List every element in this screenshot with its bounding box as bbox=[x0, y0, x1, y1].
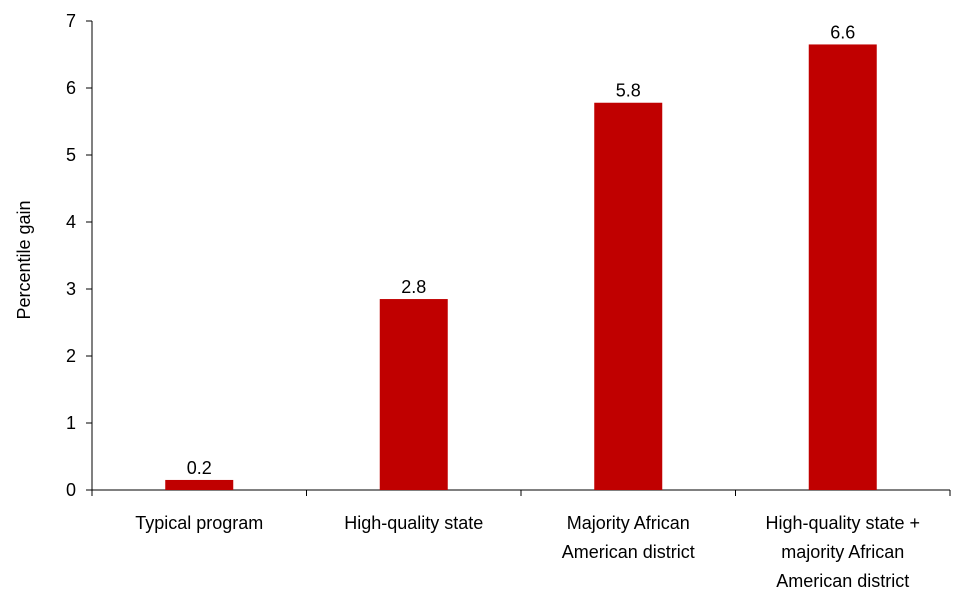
data-label: 5.8 bbox=[616, 81, 641, 101]
data-label: 0.2 bbox=[187, 458, 212, 478]
category-label-line: American district bbox=[776, 571, 909, 591]
x-axis bbox=[91, 489, 951, 496]
category-labels: Typical program High-quality state Majorit… bbox=[135, 513, 920, 591]
category-label: High-quality state bbox=[344, 513, 483, 533]
bars bbox=[165, 44, 877, 491]
y-tick-label: 5 bbox=[66, 145, 76, 165]
y-axis-title: Percentile gain bbox=[14, 200, 34, 319]
category-label-line: Majority African bbox=[567, 513, 690, 533]
category-label-line: High-quality state + bbox=[765, 513, 920, 533]
data-label: 6.6 bbox=[830, 22, 855, 42]
category-label-line: Typical program bbox=[135, 513, 263, 533]
y-tick-label: 2 bbox=[66, 346, 76, 366]
y-tick-label: 3 bbox=[66, 279, 76, 299]
category-label: Majority African American district bbox=[562, 513, 695, 562]
bar bbox=[165, 479, 234, 490]
data-labels: 0.2 2.8 5.8 6.6 bbox=[187, 22, 856, 478]
category-label-line: American district bbox=[562, 542, 695, 562]
category-label-line: majority African bbox=[781, 542, 904, 562]
y-tick-label: 7 bbox=[66, 11, 76, 31]
y-tick-label: 0 bbox=[66, 480, 76, 500]
y-tick-label: 4 bbox=[66, 212, 76, 232]
data-label: 2.8 bbox=[401, 277, 426, 297]
y-tick-label: 1 bbox=[66, 413, 76, 433]
y-axis: 0 1 2 3 4 5 6 7 bbox=[66, 11, 93, 500]
y-tick-label: 6 bbox=[66, 78, 76, 98]
bar bbox=[594, 102, 663, 491]
category-label-line: High-quality state bbox=[344, 513, 483, 533]
category-label: High-quality state + majority African Amer… bbox=[765, 513, 920, 591]
category-label: Typical program bbox=[135, 513, 263, 533]
bar bbox=[379, 299, 448, 490]
bar bbox=[808, 44, 877, 490]
